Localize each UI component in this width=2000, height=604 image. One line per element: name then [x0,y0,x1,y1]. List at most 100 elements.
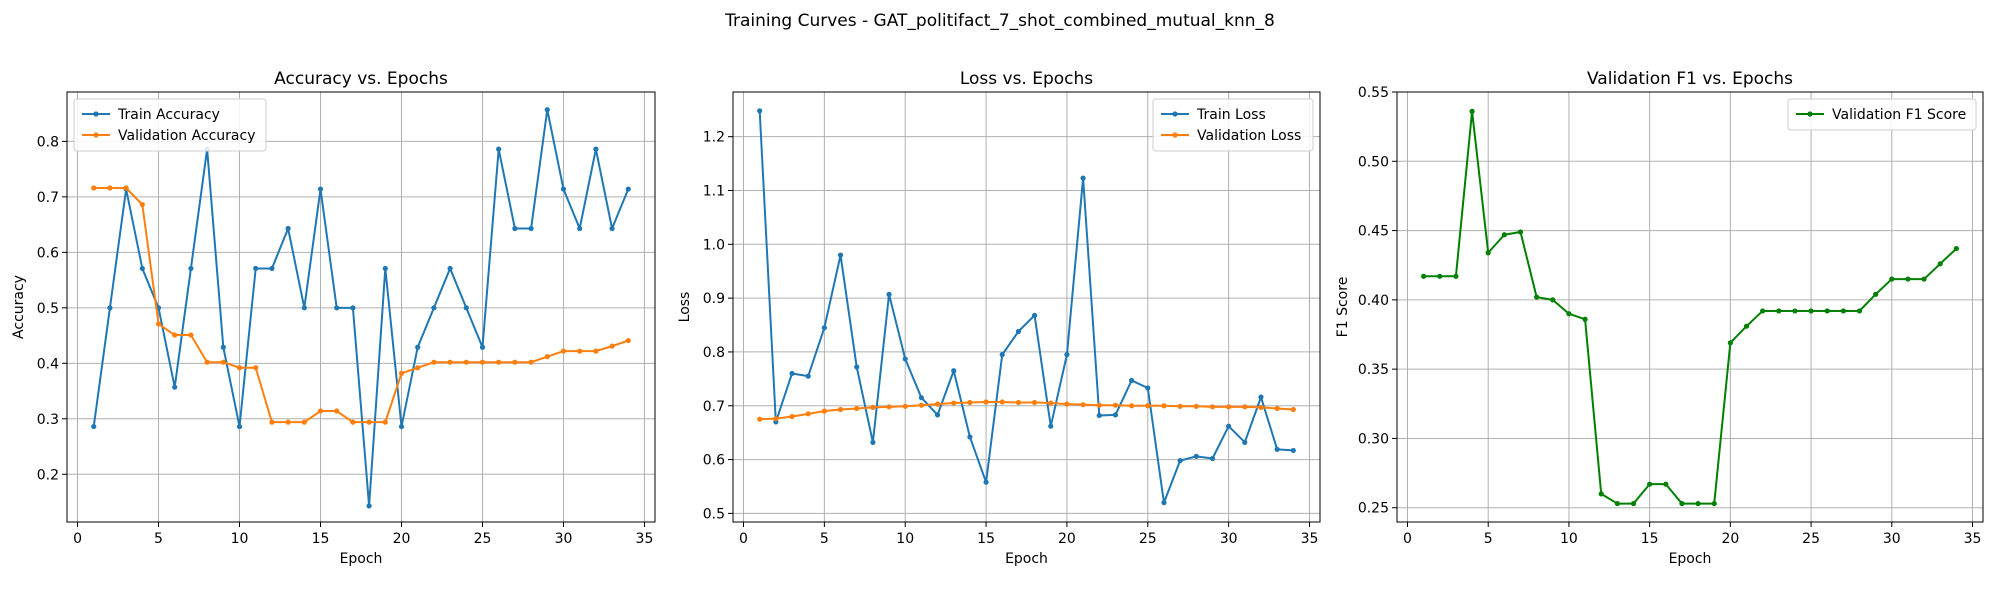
data-point [463,359,469,365]
x-tick-label: 25 [1802,531,1820,547]
y-tick-label: 0.50 [1358,154,1389,170]
legend-marker [1807,111,1813,117]
data-point [1840,308,1846,314]
data-point [1031,399,1038,406]
y-tick-label: 0.25 [1358,501,1389,517]
data-point [1129,403,1135,409]
x-tick-label: 35 [1964,531,1982,547]
data-point [934,401,941,407]
chart-panels: 0 5 10 15 20 25 30 35 0.2 0.3 0.4 0.5 0.6 0.7 0.8 Accur… [11,69,1984,567]
data-point [91,185,97,191]
data-point [1679,500,1685,507]
data-point [1242,404,1248,410]
y-tick-label: 0.8 [37,134,59,150]
data-point [1453,273,1459,279]
x-tick-label: 0 [73,531,82,547]
data-point [1048,400,1054,406]
x-tick-label: 20 [1721,531,1739,547]
x-tick-label: 5 [154,531,163,547]
legend-box [73,98,267,152]
data-point [934,412,941,418]
data-point [253,265,259,272]
data-point [172,384,178,390]
chart-legend: Validation F1 Score [1787,98,1977,131]
y-tick-label: 1.0 [703,237,725,253]
series-line-2 [93,186,629,424]
data-point [1437,273,1443,279]
y-tick-label: 1.2 [703,130,725,146]
y-tick-label: 0.6 [37,245,59,261]
series-line-1 [92,108,630,507]
data-point [285,225,291,232]
data-point [382,265,388,272]
x-tick-label: 15 [312,531,330,547]
data-point [821,325,827,331]
data-point [918,402,924,408]
data-point [999,399,1005,405]
y-tick-label: 0.7 [37,190,59,206]
data-point [1064,401,1070,407]
legend-box [1787,98,1977,131]
series-line-2 [759,400,1294,421]
data-point [1582,316,1588,322]
x-tick-label: 0 [1403,531,1412,547]
series-line-1 [758,110,1294,504]
data-point [1112,412,1119,418]
data-point [301,305,307,311]
chart-panel-3: 0 5 10 15 20 25 30 35 0.25 0.30 0.35 0.40 0.45 0.50 0.… [1335,69,1984,567]
data-point [415,344,421,350]
data-point [544,107,550,113]
data-point [1856,308,1863,314]
data-point [593,146,599,152]
data-point [1226,423,1232,429]
x-axis-label: Epoch [1669,551,1712,567]
data-point [967,434,973,440]
data-point [1792,308,1798,314]
data-point [951,400,957,406]
data-point [1064,352,1070,358]
data-point [107,305,113,311]
data-point [1258,404,1264,410]
data-point [1760,308,1766,314]
axes-frame [66,91,656,523]
y-tick-label: 0.55 [1358,85,1389,101]
data-point [334,408,340,414]
x-axis-label: Epoch [340,551,383,567]
y-axis-label: F1 Score [1335,277,1351,338]
data-point [1258,394,1264,400]
data-point [1226,404,1232,410]
data-point [253,365,259,371]
data-point [789,413,795,420]
data-point [479,359,486,365]
data-point [301,419,307,425]
legend-label: Validation Accuracy [118,128,256,144]
data-point [1727,340,1733,346]
data-point [983,399,989,405]
data-point [1776,308,1782,314]
data-point [1534,294,1540,300]
data-point [854,364,860,370]
y-tick-label: 0.5 [703,506,725,522]
data-point [821,408,827,414]
data-point [220,359,226,365]
data-point [496,146,502,152]
data-point [1550,297,1556,303]
data-point [1469,108,1475,115]
data-point [1663,481,1669,487]
data-point [139,202,145,208]
data-point [220,344,226,350]
data-point [983,479,989,485]
data-point [1905,276,1911,282]
data-point [1015,399,1022,406]
chart-title: Accuracy vs. Epochs [274,69,448,89]
axes-frame [732,91,1321,523]
y-tick-label: 0.40 [1358,293,1389,309]
data-point [805,411,811,417]
data-point [999,352,1005,358]
data-point [1485,250,1491,256]
y-tick-label: 0.7 [703,399,725,415]
data-point [382,419,388,425]
data-point [415,365,421,371]
x-tick-label: 20 [393,531,411,547]
